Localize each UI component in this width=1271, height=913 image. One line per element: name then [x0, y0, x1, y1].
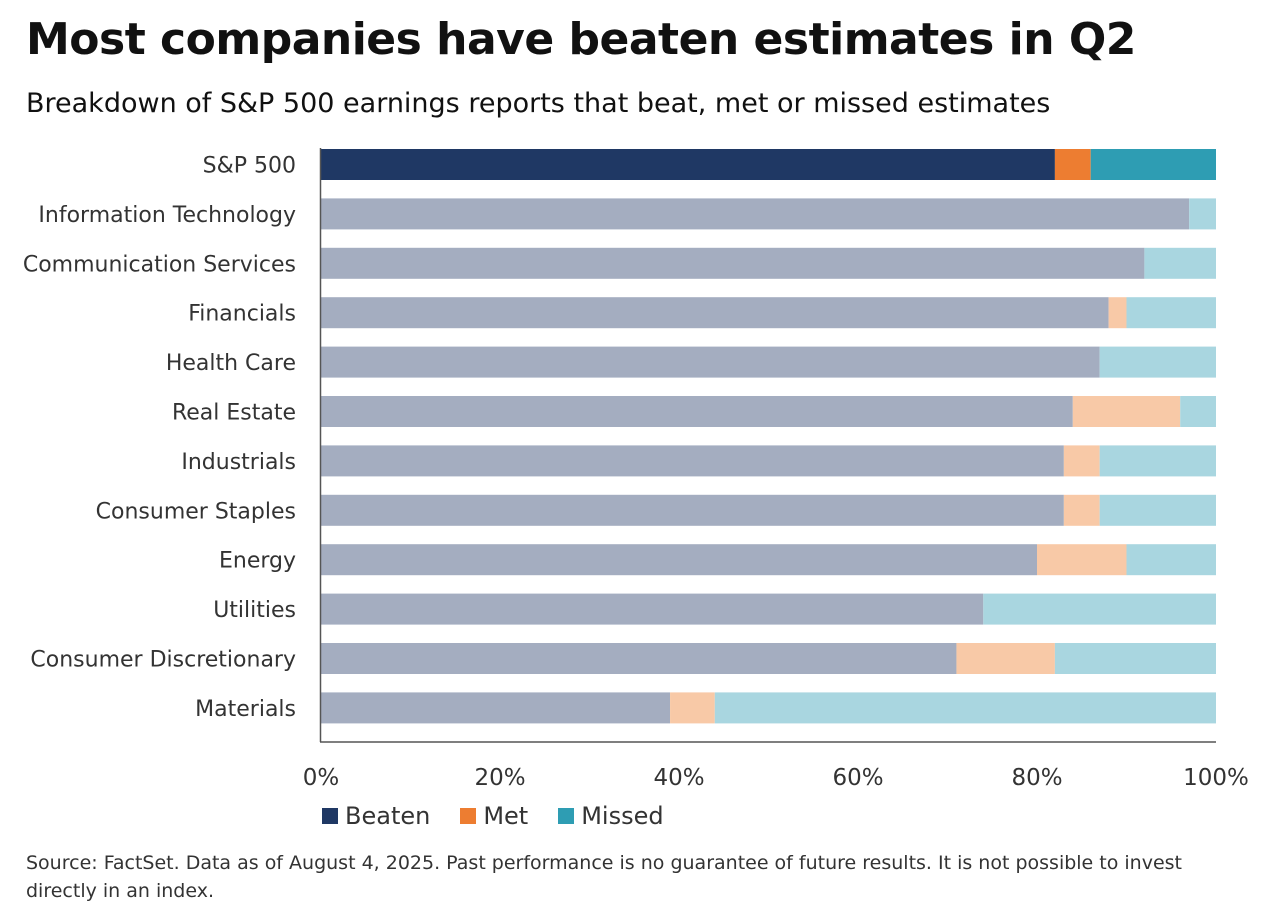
category-label-utilities: Utilities — [213, 598, 296, 623]
bar-consumer-staples-missed — [1099, 494, 1216, 526]
legend-swatch-missed — [558, 808, 575, 824]
bar-energy-met — [1037, 544, 1127, 576]
bar-materials-beaten — [321, 692, 671, 724]
source-note: Source: FactSet. Data as of August 4, 20… — [26, 852, 1183, 902]
x-tick-label-3: 60% — [832, 765, 883, 790]
bar-energy-missed — [1126, 544, 1216, 576]
bar-financials-missed — [1126, 297, 1216, 329]
bar-communication-services-beaten — [321, 247, 1145, 279]
legend-label-missed: Missed — [581, 802, 664, 830]
category-label-real-estate: Real Estate — [172, 401, 296, 426]
category-label-consumer-staples: Consumer Staples — [96, 499, 296, 524]
category-label-energy: Energy — [219, 549, 296, 574]
bar-real-estate-missed — [1180, 396, 1216, 427]
x-tick-label-0: 0% — [303, 765, 340, 790]
bar-consumer-discretionary-beaten — [321, 643, 957, 674]
bar-real-estate-met — [1072, 396, 1181, 427]
legend-label-beaten: Beaten — [345, 802, 431, 830]
x-tick-label-2: 40% — [653, 765, 704, 790]
legend-label-met: Met — [483, 802, 529, 830]
x-tick-label-1: 20% — [474, 765, 525, 790]
legend-item-beaten: Beaten — [322, 802, 430, 830]
bar-consumer-staples-met — [1063, 494, 1100, 526]
bar-consumer-staples-beaten — [321, 494, 1064, 526]
category-label-communication-services: Communication Services — [23, 252, 296, 277]
stacked-bar-chart: S&P 500 Information Technology Communicati… — [23, 148, 1249, 790]
bar-energy-beaten — [321, 544, 1037, 576]
category-label-materials: Materials — [195, 697, 296, 722]
bar-health-care-beaten — [321, 346, 1100, 378]
legend-item-met: Met — [460, 802, 528, 830]
x-tick-label-4: 80% — [1011, 765, 1062, 790]
bar-financials-beaten — [321, 297, 1109, 329]
bar-industrials-beaten — [321, 445, 1064, 477]
bar-industrials-missed — [1099, 445, 1216, 477]
bar-sandp-500-beaten — [321, 149, 1055, 180]
legend-swatch-beaten — [322, 808, 338, 824]
bar-real-estate-beaten — [321, 396, 1073, 427]
category-label-consumer-discretionary: Consumer Discretionary — [30, 648, 296, 673]
bar-materials-missed — [714, 692, 1216, 724]
bar-health-care-missed — [1099, 346, 1216, 378]
category-label-financials: Financials — [188, 302, 296, 327]
bar-utilities-beaten — [321, 593, 984, 625]
legend: Beaten Met Missed — [322, 802, 664, 830]
legend-item-missed: Missed — [558, 802, 664, 830]
bar-information-technology-beaten — [321, 198, 1190, 230]
x-tick-label-5: 100% — [1183, 765, 1249, 790]
legend-swatch-met — [460, 808, 477, 824]
category-label-sandp-500: S&P 500 — [203, 154, 296, 179]
bar-utilities-missed — [983, 593, 1216, 625]
bar-industrials-met — [1063, 445, 1100, 477]
bar-sandp-500-met — [1054, 149, 1091, 180]
category-label-health-care: Health Care — [166, 351, 296, 376]
bar-sandp-500-missed — [1090, 149, 1216, 180]
bar-information-technology-missed — [1189, 198, 1216, 230]
category-label-information-technology: Information Technology — [38, 203, 296, 228]
bar-consumer-discretionary-missed — [1054, 643, 1216, 674]
bar-communication-services-missed — [1144, 247, 1216, 279]
category-label-industrials: Industrials — [181, 450, 296, 475]
bar-consumer-discretionary-met — [956, 643, 1055, 674]
chart-title: Most companies have beaten estimates in … — [26, 14, 1136, 65]
bar-financials-met — [1108, 297, 1127, 329]
chart-subtitle: Breakdown of S&P 500 earnings reports th… — [26, 88, 1051, 119]
bar-materials-met — [670, 692, 715, 724]
